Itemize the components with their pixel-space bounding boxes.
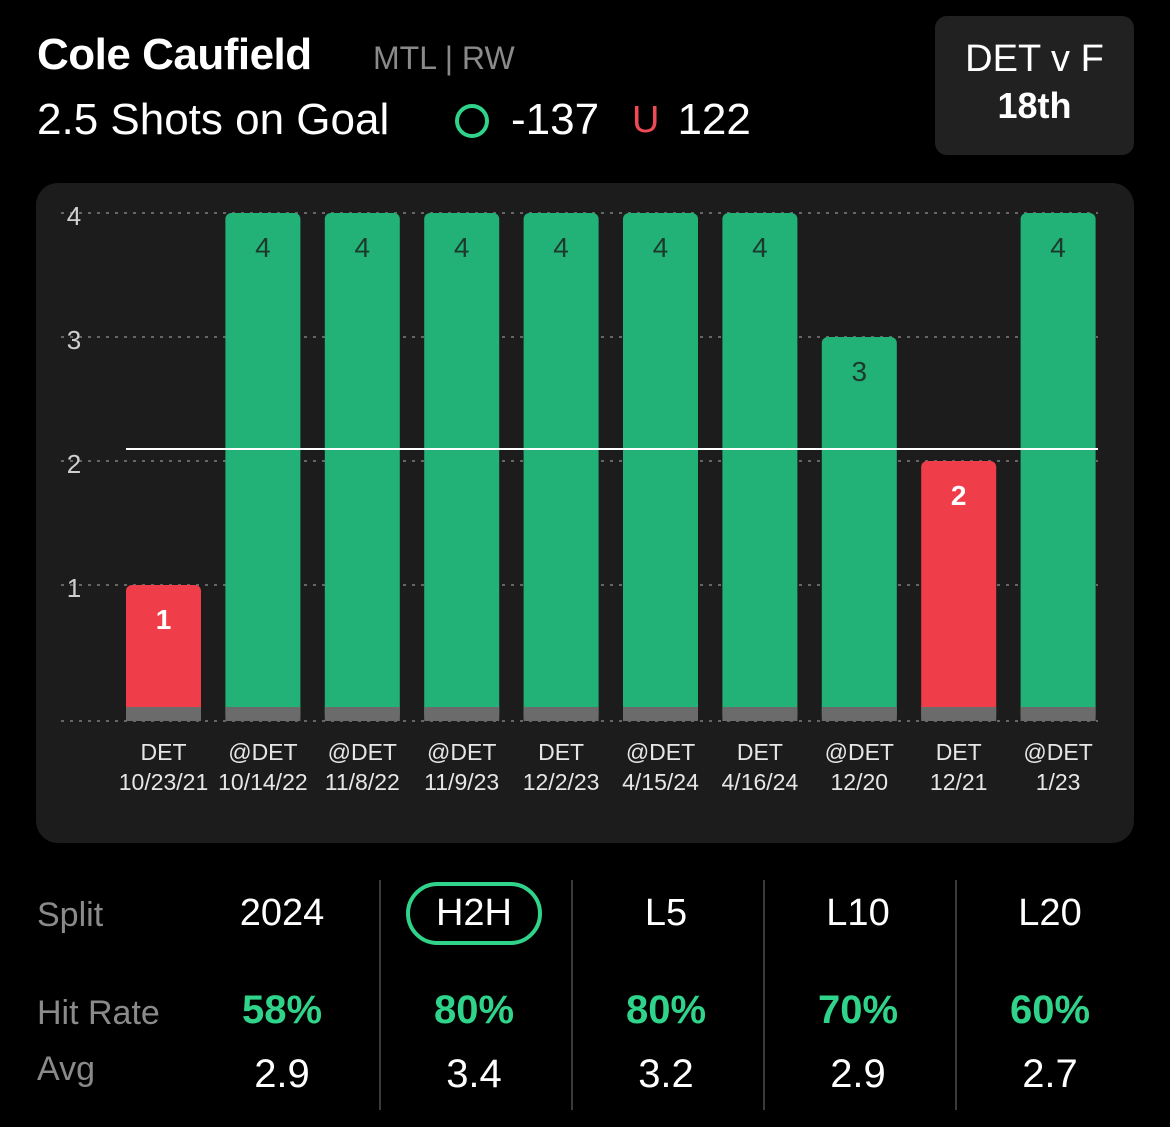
- avg-label: Avg: [37, 1050, 95, 1088]
- hit-rate-value: 70%: [817, 988, 899, 1032]
- avg-value: 2.9: [254, 1052, 310, 1096]
- split-tab-label: H2H: [405, 882, 543, 945]
- split-tab[interactable]: L5: [644, 892, 688, 934]
- hit-rate-value: 60%: [1009, 988, 1091, 1032]
- split-tab[interactable]: L20: [1018, 892, 1082, 934]
- x-tick-date: 12/20: [831, 769, 889, 795]
- bar-value-label: 4: [454, 232, 470, 263]
- x-tick-date: 11/8/22: [325, 769, 400, 795]
- team-position: MTL | RW: [373, 40, 515, 76]
- bar-value-label: 4: [553, 232, 569, 263]
- bar-value-label: 4: [1050, 232, 1066, 263]
- x-tick-opponent: @DET: [1023, 739, 1092, 765]
- y-tick-label: 3: [67, 325, 81, 355]
- matchup-rank: 18th: [997, 85, 1072, 126]
- chart-card: 1 2 3 4 1 DET 10/23/21 4 @DET 10/14/22 4 @DET 11/8/2…: [36, 183, 1134, 843]
- shots-chart: 1 2 3 4 1 DET 10/23/21 4 @DET 10/14/22 4 @DET 11/8/2…: [61, 201, 1098, 795]
- x-tick-date: 10/14/22: [218, 769, 308, 795]
- matchup-teams: DET v F: [965, 38, 1104, 80]
- bar: [1020, 213, 1096, 721]
- hit-rate-value: 80%: [625, 988, 707, 1032]
- bar-value-label: 2: [951, 480, 967, 511]
- divider: [763, 880, 765, 1110]
- prop-line: 2.5 Shots on Goal: [37, 95, 390, 144]
- player-name: Cole Caufield: [37, 30, 312, 79]
- divider: [379, 880, 381, 1110]
- matchup-badge[interactable]: DET v F 18th: [935, 16, 1134, 155]
- bar-base: [225, 707, 301, 721]
- divider: [955, 880, 957, 1110]
- under-odds-value: 122: [677, 95, 751, 144]
- avg-value: 3.4: [446, 1052, 502, 1096]
- bar-value-label: 4: [355, 232, 371, 263]
- bar-value-label: 1: [156, 604, 172, 635]
- y-tick-label: 4: [67, 201, 81, 231]
- x-tick-opponent: DET: [737, 739, 783, 765]
- bar-base: [821, 707, 897, 721]
- bar-base: [722, 707, 798, 721]
- bar-base: [523, 707, 599, 721]
- x-tick-date: 4/16/24: [722, 769, 799, 795]
- x-tick-opponent: @DET: [427, 739, 496, 765]
- bar-base: [324, 707, 400, 721]
- bar: [623, 213, 698, 721]
- split-label: Split: [37, 896, 104, 934]
- avg-value: 2.7: [1022, 1052, 1078, 1096]
- over-circle-icon: [455, 104, 489, 138]
- hit-rate-value: 58%: [241, 988, 323, 1032]
- split-tab-active[interactable]: H2H: [379, 882, 569, 945]
- x-tick-opponent: DET: [141, 739, 187, 765]
- under-odds[interactable]: U 122: [632, 95, 751, 145]
- bar: [424, 213, 500, 721]
- avg-value: 3.2: [638, 1052, 694, 1096]
- x-tick-opponent: @DET: [228, 739, 297, 765]
- over-odds[interactable]: -137: [455, 95, 599, 145]
- split-column-l20[interactable]: L20 60% 2.7: [955, 860, 1145, 1127]
- stats-table: Split Hit Rate Avg 2024 58% 2.9 H2H 80% …: [0, 860, 1170, 1127]
- split-tab[interactable]: 2024: [239, 892, 325, 934]
- bar-base: [1020, 707, 1096, 721]
- divider: [571, 880, 573, 1110]
- x-tick-date: 1/23: [1036, 769, 1081, 795]
- bar-value-label: 4: [653, 232, 669, 263]
- x-tick-opponent: @DET: [626, 739, 695, 765]
- split-column-h2h[interactable]: H2H 80% 3.4: [379, 860, 569, 1127]
- x-tick-opponent: DET: [538, 739, 584, 765]
- over-odds-value: -137: [511, 95, 600, 144]
- x-tick-date: 12/2/23: [523, 769, 600, 795]
- bar: [225, 213, 301, 721]
- under-u-icon: U: [632, 98, 660, 141]
- bar-base: [126, 707, 201, 721]
- bar: [722, 213, 798, 721]
- bar-base: [623, 707, 698, 721]
- bar-value-label: 4: [255, 232, 271, 263]
- avg-value: 2.9: [830, 1052, 886, 1096]
- bar: [821, 337, 897, 721]
- x-tick-opponent: @DET: [328, 739, 397, 765]
- bar-base: [424, 707, 500, 721]
- bar: [126, 585, 201, 721]
- bar-value-label: 3: [852, 356, 868, 387]
- x-tick-date: 10/23/21: [119, 769, 209, 795]
- x-tick-date: 12/21: [930, 769, 988, 795]
- bar: [921, 461, 997, 721]
- x-tick-date: 4/15/24: [622, 769, 699, 795]
- split-tab[interactable]: L10: [826, 892, 890, 934]
- bar: [324, 213, 400, 721]
- x-tick-opponent: DET: [936, 739, 982, 765]
- hit-rate-value: 80%: [433, 988, 515, 1032]
- y-tick-label: 1: [67, 573, 81, 603]
- bar: [523, 213, 599, 721]
- bar-base: [921, 707, 997, 721]
- x-tick-opponent: @DET: [825, 739, 894, 765]
- bar-value-label: 4: [752, 232, 768, 263]
- split-column-l5[interactable]: L5 80% 3.2: [571, 860, 761, 1127]
- x-tick-date: 11/9/23: [424, 769, 499, 795]
- split-column-2024[interactable]: 2024 58% 2.9: [187, 860, 377, 1127]
- y-tick-label: 2: [67, 449, 81, 479]
- hit-rate-label: Hit Rate: [37, 994, 160, 1032]
- split-column-l10[interactable]: L10 70% 2.9: [763, 860, 953, 1127]
